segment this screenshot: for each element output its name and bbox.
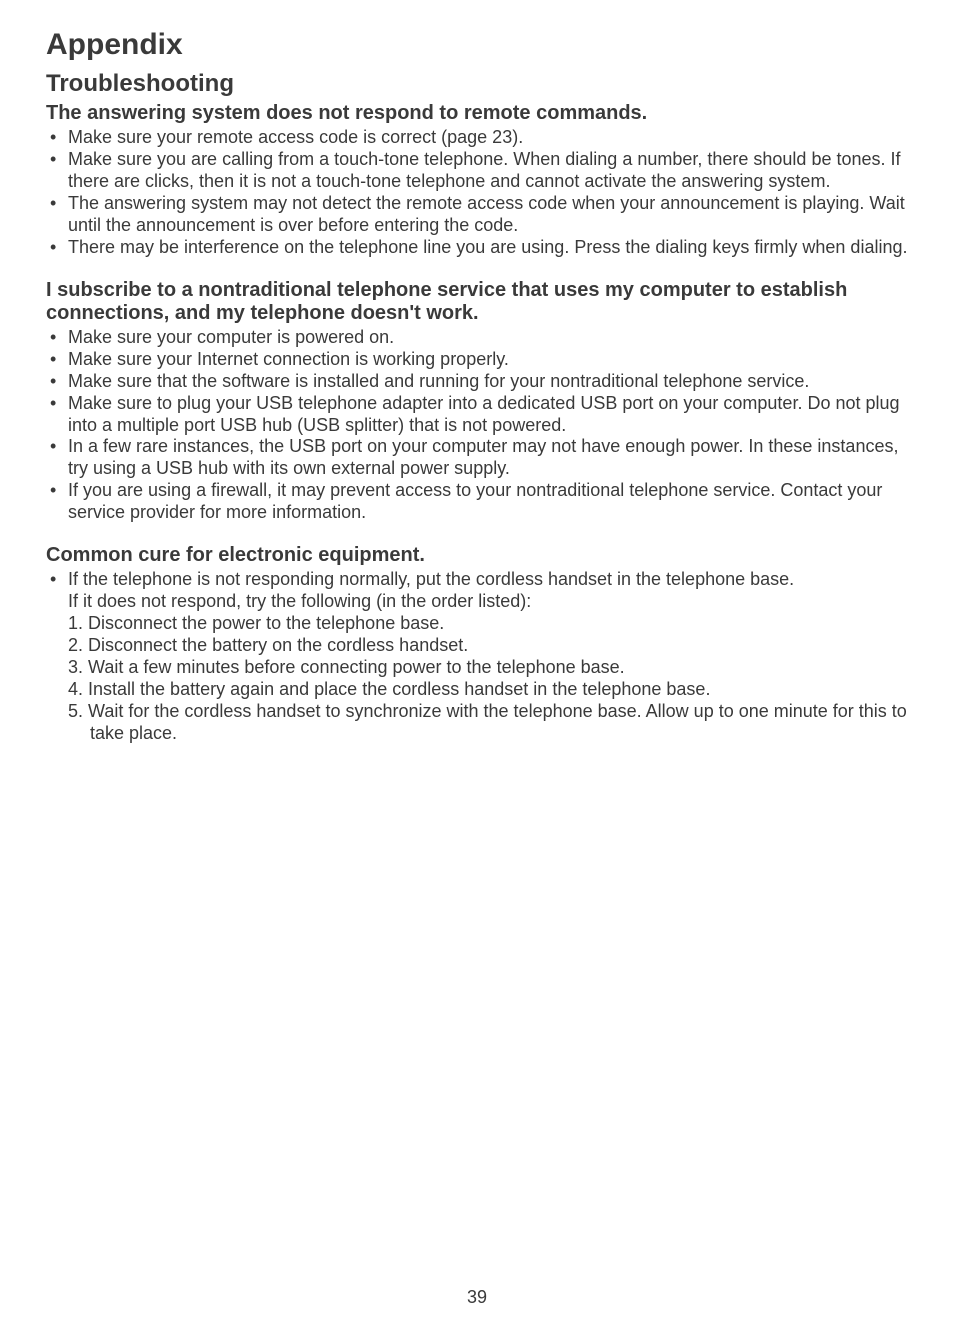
section-2-list: Make sure your computer is powered on. M…	[46, 327, 908, 525]
list-item: Make sure that the software is installed…	[46, 371, 908, 393]
section-3-heading: Common cure for electronic equipment.	[46, 544, 908, 567]
page-number: 39	[0, 1287, 954, 1308]
section-3-ordered: 1. Disconnect the power to the telephone…	[46, 613, 908, 745]
list-item: Make sure your remote access code is cor…	[46, 127, 908, 149]
section-2-heading: I subscribe to a nontraditional telephon…	[46, 279, 908, 325]
section-3: Common cure for electronic equipment. If…	[46, 544, 908, 745]
list-item: If the telephone is not responding norma…	[46, 569, 908, 591]
section-1: The answering system does not respond to…	[46, 102, 908, 259]
section-2: I subscribe to a nontraditional telephon…	[46, 279, 908, 525]
list-item: If you are using a firewall, it may prev…	[46, 480, 908, 524]
section-3-list: If the telephone is not responding norma…	[46, 569, 908, 591]
section-1-heading: The answering system does not respond to…	[46, 102, 908, 125]
page-subtitle: Troubleshooting	[46, 70, 908, 98]
list-item: 5. Wait for the cordless handset to sync…	[68, 701, 908, 745]
list-item: 3. Wait a few minutes before connecting …	[68, 657, 908, 679]
list-item: The answering system may not detect the …	[46, 193, 908, 237]
section-1-list: Make sure your remote access code is cor…	[46, 127, 908, 259]
list-item: 2. Disconnect the battery on the cordles…	[68, 635, 908, 657]
section-3-intro-line: If it does not respond, try the followin…	[46, 591, 908, 613]
list-item: Make sure to plug your USB telephone ada…	[46, 393, 908, 437]
list-item: 1. Disconnect the power to the telephone…	[68, 613, 908, 635]
list-item: Make sure you are calling from a touch-t…	[46, 149, 908, 193]
list-item: 4. Install the battery again and place t…	[68, 679, 908, 701]
page-title: Appendix	[46, 28, 908, 62]
list-item: Make sure your Internet connection is wo…	[46, 349, 908, 371]
list-item: In a few rare instances, the USB port on…	[46, 436, 908, 480]
list-item: There may be interference on the telepho…	[46, 237, 908, 259]
list-item: Make sure your computer is powered on.	[46, 327, 908, 349]
